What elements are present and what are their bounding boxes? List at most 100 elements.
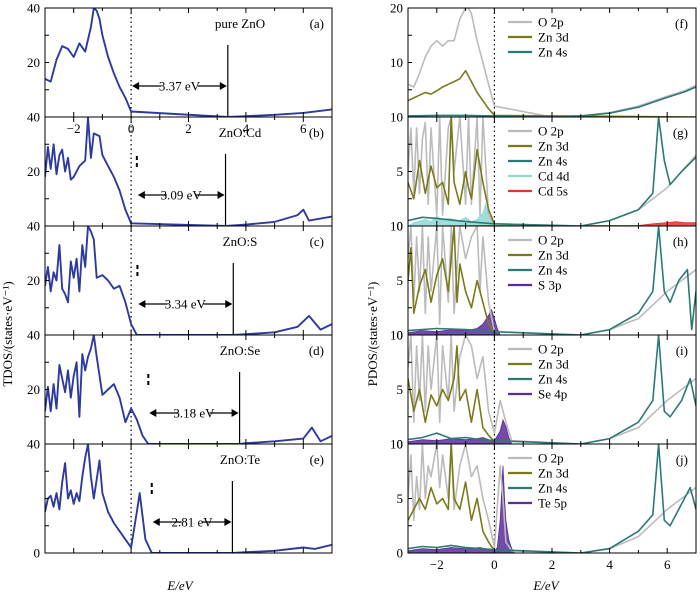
x-tick-label: 4 <box>606 557 613 572</box>
x-tick-label: 2 <box>185 121 192 136</box>
y-tick-label: 0 <box>397 328 404 343</box>
legend-label-o-2p: O 2p <box>538 451 564 466</box>
y-tick-label: 40 <box>27 437 40 452</box>
y-tick-label: 40 <box>27 110 40 125</box>
y-tick-label: 20 <box>27 164 40 179</box>
legend-label-zn-3d: Zn 3d <box>538 357 569 372</box>
panel-material-label: ZnO:S <box>223 234 258 249</box>
arrow-head <box>231 409 239 417</box>
band-gap-label: 2.81 eV <box>172 515 214 530</box>
series-zn-4s <box>408 117 696 226</box>
y-tick-label: 40 <box>27 1 40 16</box>
y-tick-label: 0 <box>34 546 41 561</box>
left-x-axis-label: E/eV <box>166 578 194 593</box>
legend-label-o-2p: O 2p <box>538 233 564 248</box>
panel-material-label: ZnO:Te <box>220 452 260 467</box>
x-tick-label: 6 <box>664 557 671 572</box>
y-tick-label: 5 <box>397 491 404 506</box>
x-tick-label: 0 <box>128 121 135 136</box>
arrow-head <box>217 191 225 199</box>
series-tdos <box>45 8 332 117</box>
plot-frame <box>44 443 333 554</box>
right-x-axis-label: E/eV <box>532 578 560 593</box>
arrow-head <box>152 518 160 526</box>
x-tick-label: 6 <box>300 121 307 136</box>
legend-label-zn-3d: Zn 3d <box>538 139 569 154</box>
x-tick-label: −2 <box>430 557 444 572</box>
legend-label-se-4p: Se 4p <box>538 387 567 402</box>
series-zn-4s <box>408 226 696 335</box>
y-tick-label: 20 <box>27 273 40 288</box>
panel-material-label: ZnO:Cd <box>219 125 262 140</box>
legend-label-zn-3d: Zn 3d <box>538 248 569 263</box>
panel-e: 0 40 (e) ZnO:Te 2.81 eV <box>27 437 333 561</box>
plot-frame <box>44 225 333 336</box>
y-tick-label: 5 <box>397 273 404 288</box>
panel-material-label: pure ZnO <box>215 16 265 31</box>
legend-label-zn-4s: Zn 4s <box>538 154 567 169</box>
y-tick-label: 20 <box>27 55 40 70</box>
arrow-head <box>132 82 140 90</box>
y-tick-label: 10 <box>390 328 403 343</box>
legend-label-zn-4s: Zn 4s <box>538 372 567 387</box>
y-tick-label: 0 <box>397 219 404 234</box>
series-o-2p <box>408 335 696 444</box>
x-tick-label: −2 <box>67 121 81 136</box>
y-tick-label: 5 <box>397 382 404 397</box>
arrow-head <box>149 409 157 417</box>
panel-letter: (h) <box>673 234 688 249</box>
y-tick-label: 5 <box>397 164 404 179</box>
x-tick-label: 2 <box>549 557 556 572</box>
plot-frame <box>44 7 333 118</box>
legend-label-o-2p: O 2p <box>538 15 564 30</box>
panel-d: 20 40 (d) ZnO:Se 3.18 eV <box>27 328 333 445</box>
y-tick-label: 20 <box>27 382 40 397</box>
legend-label-zn-4s: Zn 4s <box>538 481 567 496</box>
series-s-3p <box>408 308 501 335</box>
legend-label-zn-3d: Zn 3d <box>538 30 569 45</box>
series-zn-3d <box>408 444 496 552</box>
band-gap-label: 3.34 eV <box>165 297 207 312</box>
panel-letter: (j) <box>676 452 688 467</box>
y-tick-label: 10 <box>390 437 403 452</box>
legend-label-zn-4s: Zn 4s <box>538 45 567 60</box>
series-te-5p <box>408 465 516 553</box>
series-tdos <box>45 444 332 553</box>
arrow-head <box>137 191 145 199</box>
legend-label-s-3p: S 3p <box>538 278 561 293</box>
series-zn-3d <box>408 226 496 334</box>
legend-label-cd-4d: Cd 4d <box>538 169 570 184</box>
legend-label-cd-5s: Cd 5s <box>538 184 568 199</box>
y-tick-label: 20 <box>390 1 403 16</box>
y-tick-label: 10 <box>390 110 403 125</box>
legend-label-o-2p: O 2p <box>538 124 564 139</box>
y-tick-label: 40 <box>27 219 40 234</box>
legend-label-o-2p: O 2p <box>538 342 564 357</box>
panel-c: 20 40 (c) ZnO:S 3.34 eV <box>27 219 333 336</box>
panel-letter: (b) <box>309 125 324 140</box>
panel-letter: (i) <box>676 343 688 358</box>
band-gap-label: 3.09 eV <box>161 188 203 203</box>
left-y-axis-label: TDOS/(states·eV⁻¹) <box>0 281 15 386</box>
panel-letter: (g) <box>673 125 688 140</box>
x-tick-label: 0 <box>491 557 498 572</box>
right-y-axis-label: PDOS/(states·eV⁻¹) <box>365 282 380 387</box>
panel-a: 20 40 −2 0 2 4 6 (a) pure ZnO 3.37 eV <box>27 1 333 136</box>
y-tick-label: 0 <box>397 437 404 452</box>
series-zn-3d <box>408 117 496 225</box>
panel-letter: (a) <box>310 16 324 31</box>
legend-label-zn-4s: Zn 4s <box>538 263 567 278</box>
panel-letter: (c) <box>310 234 324 249</box>
panel-letter: (f) <box>675 16 688 31</box>
y-tick-label: 40 <box>27 328 40 343</box>
arrow-head <box>225 300 233 308</box>
y-tick-label: 10 <box>390 219 403 234</box>
series-tdos <box>45 226 332 335</box>
arrow-head <box>224 518 232 526</box>
band-gap-label: 3.37 eV <box>159 79 201 94</box>
series-zn-3d <box>408 69 696 117</box>
